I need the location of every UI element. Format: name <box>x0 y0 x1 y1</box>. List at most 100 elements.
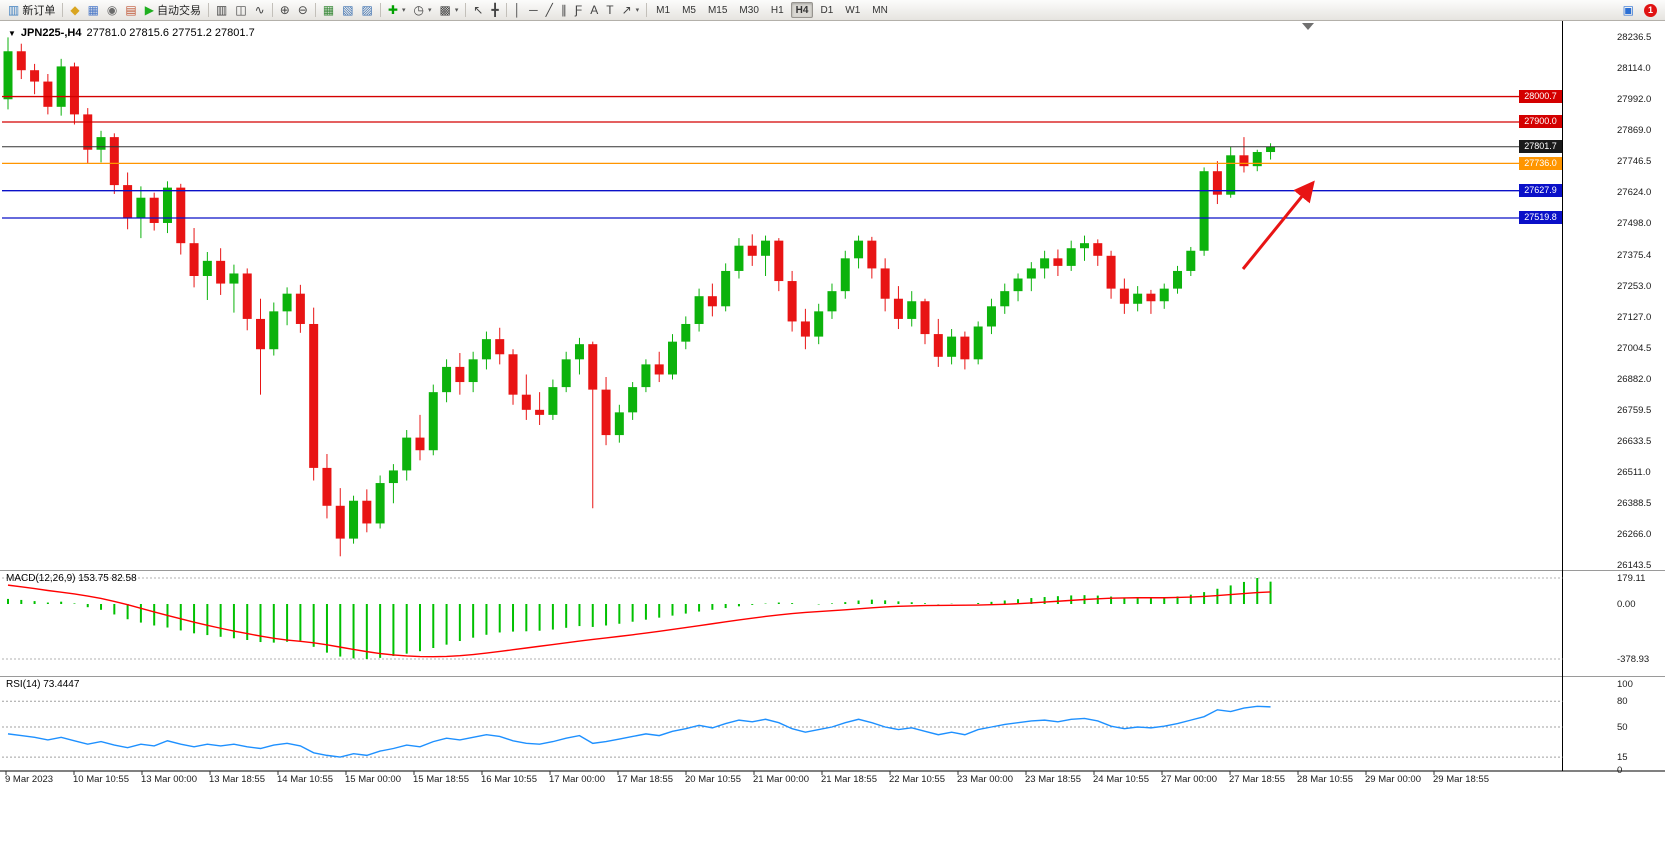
time-axis-label: 21 Mar 18:55 <box>821 774 877 785</box>
rsi-axis-label: 0 <box>1617 765 1623 776</box>
macd-signal-line <box>7 584 1271 658</box>
auto-scroll-icon-glyph: ▧ <box>342 3 354 17</box>
periods-icon-glyph: ◷ <box>413 3 424 17</box>
toolbar-separator <box>646 3 648 17</box>
macd-axis-label: 179.11 <box>1617 572 1646 584</box>
time-axis-label: 20 Mar 10:55 <box>685 774 741 785</box>
candle-bull <box>947 336 957 357</box>
metaeditor-icon[interactable]: ◆ <box>66 1 83 19</box>
candle-bear <box>508 354 518 395</box>
time-axis-label: 17 Mar 00:00 <box>549 774 605 785</box>
candle-bear <box>83 114 93 150</box>
macd-label: MACD(12,26,9) 153.75 82.58 <box>6 573 137 584</box>
market-watch-icon[interactable]: ▤ <box>121 1 140 19</box>
sound-alert-icon[interactable]: ◉ <box>103 1 121 19</box>
time-axis-label: 14 Mar 10:55 <box>277 774 333 785</box>
price-axis-label: 27498.0 <box>1617 218 1652 230</box>
time-axis-label: 28 Mar 10:55 <box>1297 774 1353 785</box>
text-icon[interactable]: A <box>586 1 602 19</box>
price-level-badge: 27900.0 <box>1519 115 1562 129</box>
indicators-icon[interactable]: ✚ ▾ <box>384 1 410 19</box>
crosshair-icon[interactable]: ╋ <box>487 1 502 19</box>
time-axis-label: 15 Mar 00:00 <box>345 774 401 785</box>
periods-icon[interactable]: ◷ ▾ <box>409 1 435 19</box>
candlestick-chart-icon[interactable]: ◫ <box>231 1 250 19</box>
templates-icon[interactable]: ▩ ▾ <box>435 1 462 19</box>
zoom-out-icon[interactable]: ⊖ <box>294 1 312 19</box>
new-order-label: 新订单 <box>22 5 56 17</box>
equidistant-channel-icon[interactable]: ∥ <box>557 1 571 19</box>
candle-bull <box>641 364 651 388</box>
rsi-axis-label: 80 <box>1617 696 1628 708</box>
toolbar-separator <box>314 3 316 17</box>
candle-bear <box>588 344 598 390</box>
candle-bull <box>1000 291 1010 307</box>
charts-profile-icon[interactable]: ▦ <box>84 1 103 19</box>
fibonacci-icon[interactable]: Ƒ <box>571 1 586 19</box>
candle-bear <box>109 137 119 186</box>
new-order-button[interactable]: ▥ 新订单 <box>4 1 59 19</box>
line-studies-toolbar-group: ↖ ╋ │ ─ ╱ ∥ Ƒ A T ↗ ▾ <box>469 1 643 19</box>
one-click-trading-toggle[interactable]: ▼ <box>8 28 16 38</box>
text-label-icon[interactable]: T <box>602 1 617 19</box>
price-axis-label: 28114.0 <box>1617 63 1651 75</box>
candle-bear <box>747 245 757 256</box>
candle-bear <box>960 336 970 360</box>
price-axis-label: 27004.5 <box>1617 342 1652 354</box>
candle-bear <box>415 437 425 451</box>
line-chart-icon[interactable]: ∿ <box>251 1 269 19</box>
toolbar-separator <box>379 3 381 17</box>
chart-shift-icon[interactable]: ▨ <box>358 1 377 19</box>
arrow-annotation[interactable] <box>1241 180 1315 270</box>
candle-bear <box>1212 171 1222 195</box>
news-icon[interactable]: ▣ <box>1619 1 1638 19</box>
candle-bear <box>495 339 505 355</box>
dropdown-arrow-icon: ▾ <box>401 7 406 14</box>
bar-chart-icon[interactable]: ▥ <box>212 1 231 19</box>
horizontal-line-icon[interactable]: ─ <box>525 1 542 19</box>
candle-bull <box>1226 155 1236 195</box>
time-axis-label: 23 Mar 00:00 <box>957 774 1013 785</box>
vertical-line-icon[interactable]: │ <box>510 1 526 19</box>
time-axis-label: 17 Mar 18:55 <box>617 774 673 785</box>
timeframe-m30[interactable]: M30 <box>739 4 759 16</box>
rsi-label: RSI(14) 73.4447 <box>6 679 80 690</box>
chart-shift-marker[interactable] <box>1302 23 1314 30</box>
candle-bull <box>548 387 558 415</box>
dropdown-arrow-icon: ▾ <box>427 7 432 14</box>
tile-windows-icon[interactable]: ▦ <box>319 1 338 19</box>
timeframe-m1[interactable]: M1 <box>656 4 671 16</box>
timeframe-mn[interactable]: MN <box>872 4 888 16</box>
timeframes-toolbar: M1 M5 M15 M30 H1 H4 D1 W1 MN <box>650 2 894 18</box>
autotrading-button[interactable]: ▶ 自动交易 <box>141 1 205 19</box>
arrows-icon[interactable]: ↗ ▾ <box>618 1 644 19</box>
time-axis-label: 13 Mar 00:00 <box>141 774 197 785</box>
candle-bear <box>1119 288 1129 304</box>
chart-symbol: JPN225-,H4 <box>20 27 82 39</box>
timeframe-w1[interactable]: W1 <box>845 4 861 16</box>
horizontal-line-icon-glyph: ─ <box>529 3 538 17</box>
candle-bull <box>468 359 478 383</box>
vertical-line-icon-glyph: │ <box>513 3 522 17</box>
timeframe-h1[interactable]: H1 <box>770 4 784 16</box>
notifications-badge[interactable]: 1 <box>1644 3 1657 17</box>
price-axis-label: 27375.4 <box>1617 249 1652 261</box>
cursor-icon[interactable]: ↖ <box>469 1 487 19</box>
timeframe-m5[interactable]: M5 <box>682 4 696 16</box>
timeframe-m15[interactable]: M15 <box>707 4 728 16</box>
timeframe-h4[interactable]: H4 <box>790 2 814 18</box>
candle-bear <box>242 273 252 319</box>
candle-bull <box>229 273 239 284</box>
timeframe-d1[interactable]: D1 <box>820 4 834 16</box>
price-axis-label: 26511.0 <box>1617 467 1651 479</box>
price-axis-label: 27624.0 <box>1617 187 1652 199</box>
trendline-icon[interactable]: ╱ <box>542 1 557 19</box>
dropdown-arrow-icon: ▾ <box>454 7 459 14</box>
auto-scroll-icon[interactable]: ▧ <box>338 1 357 19</box>
candle-bull <box>481 339 491 360</box>
zoom-in-icon[interactable]: ⊕ <box>276 1 294 19</box>
macd-axis-label: 0.00 <box>1617 599 1636 610</box>
candle-bull <box>56 66 66 107</box>
